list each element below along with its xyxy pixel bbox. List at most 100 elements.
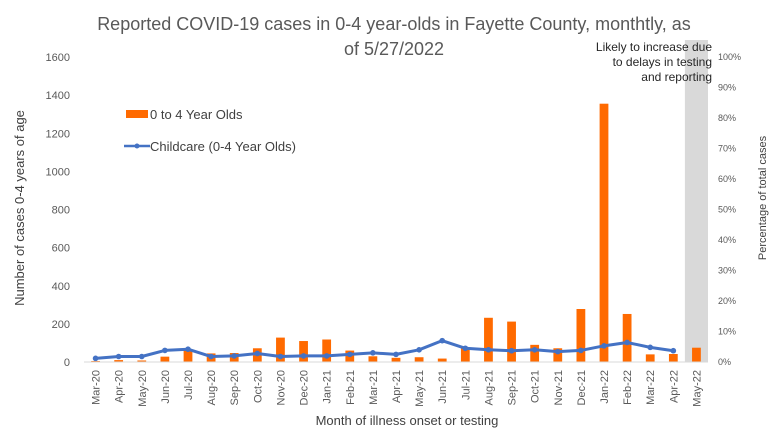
y-tick-label: 1200 (46, 128, 70, 140)
x-axis: Mar-20 Apr-20 May-20 Jun-20 Jul-20 Aug-20 Sep-… (91, 370, 704, 407)
y2-tick-label: 100% (718, 52, 741, 62)
y2-tick-label: 10% (718, 327, 736, 337)
line-point (323, 353, 330, 359)
y-tick-label: 800 (52, 205, 70, 217)
line-point (531, 347, 538, 353)
bar (599, 103, 609, 362)
x-tick-label: Jun-20 (160, 370, 172, 404)
x-tick-label: Aug-20 (206, 370, 218, 405)
x-tick-label: Oct-20 (252, 370, 264, 403)
annotation-line-1: Likely to increase due (596, 40, 712, 54)
legend-bar-swatch (126, 110, 148, 118)
line-point (115, 353, 122, 360)
y2-tick-label: 20% (718, 296, 736, 306)
line-point (162, 347, 168, 354)
x-tick-label: May-20 (137, 370, 149, 407)
bar (160, 356, 170, 362)
line-point (439, 337, 446, 344)
line-point (231, 353, 238, 359)
line-point (185, 346, 191, 352)
bar (437, 358, 447, 362)
x-tick-label: Apr-22 (668, 370, 680, 403)
line-point (578, 347, 584, 354)
bar (414, 357, 424, 362)
y-tick-label: 0 (64, 357, 70, 369)
bar (137, 360, 147, 362)
line-point (277, 353, 284, 360)
line-point (601, 343, 607, 349)
y-tick-label: 200 (52, 319, 70, 331)
x-tick-label: Sep-20 (229, 370, 241, 405)
line-series (92, 337, 677, 362)
bar (622, 313, 632, 362)
line-point (300, 353, 307, 359)
y2-tick-label: 40% (718, 235, 736, 245)
bar (368, 356, 378, 362)
line-point (647, 344, 654, 351)
line-point (554, 348, 561, 355)
line-point (670, 347, 677, 354)
bar (276, 337, 285, 362)
x-tick-label: Aug-21 (483, 370, 495, 405)
x-tick-label: Mar-20 (91, 370, 103, 405)
bar (299, 341, 308, 362)
x-tick-label: Jan-21 (322, 370, 334, 404)
x-tick-label: Apr-20 (114, 370, 126, 403)
series-line (95, 339, 674, 360)
line-point (462, 345, 469, 352)
y2-tick-label: 90% (718, 83, 736, 93)
y2-axis-label: Percentage of total cases (757, 135, 769, 260)
shaded-region (684, 40, 708, 362)
bar (460, 347, 470, 362)
annotation-line-3: and reporting (641, 70, 712, 84)
line-point (208, 353, 214, 360)
bar (530, 344, 540, 362)
x-tick-label: Nov-20 (275, 370, 287, 405)
x-tick-label: Dec-20 (299, 370, 311, 405)
x-tick-label: Mar-21 (368, 370, 380, 405)
x-tick-label: Feb-21 (345, 370, 357, 405)
chart-title-line-2: of 5/27/2022 (344, 39, 444, 59)
right-axis: 0% 10% 20% 30% 40% 50% 60% 70% 80% 90% 100% (718, 52, 741, 367)
bar (645, 354, 655, 362)
y2-tick-label: 80% (718, 113, 736, 123)
legend-bar-label: 0 to 4 Year Olds (150, 107, 243, 122)
legend-line-label: Childcare (0-4 Year Olds) (150, 139, 296, 154)
line-point (485, 347, 492, 353)
annotation-line-2: to delays in testing (613, 55, 712, 69)
bar (692, 347, 701, 362)
y2-tick-label: 70% (718, 144, 736, 154)
y-tick-label: 600 (52, 243, 70, 255)
y-tick-label: 1000 (46, 166, 70, 178)
y2-tick-label: 60% (718, 174, 736, 184)
line-point (508, 347, 515, 354)
legend-line-marker (134, 143, 140, 149)
x-tick-label: Jul-20 (183, 370, 195, 400)
bar (576, 309, 586, 362)
y2-tick-label: 50% (718, 205, 736, 215)
y-tick-label: 1400 (46, 90, 70, 102)
line-point (92, 355, 99, 362)
x-tick-label: Jan-22 (599, 370, 611, 404)
bar (322, 339, 332, 362)
line-point (138, 353, 145, 360)
bar (507, 321, 516, 362)
bar (553, 348, 563, 362)
y2-tick-label: 0% (718, 357, 731, 367)
x-tick-label: May-21 (414, 370, 426, 407)
x-tick-label: Jun-21 (437, 370, 449, 404)
x-tick-label: Nov-21 (553, 370, 565, 405)
x-tick-label: Apr-21 (391, 370, 403, 403)
y-tick-label: 400 (52, 281, 70, 293)
x-tick-label: Feb-22 (622, 370, 634, 405)
bar (484, 317, 493, 362)
bar (183, 350, 193, 362)
x-tick-label: Mar-22 (645, 370, 657, 405)
x-tick-label: Jul-21 (460, 370, 472, 400)
line-point (393, 351, 399, 358)
y-axis-label: Number of cases 0-4 years of age (12, 110, 27, 306)
line-point (416, 347, 422, 353)
x-tick-label: May-22 (691, 370, 703, 407)
bar (114, 360, 124, 362)
